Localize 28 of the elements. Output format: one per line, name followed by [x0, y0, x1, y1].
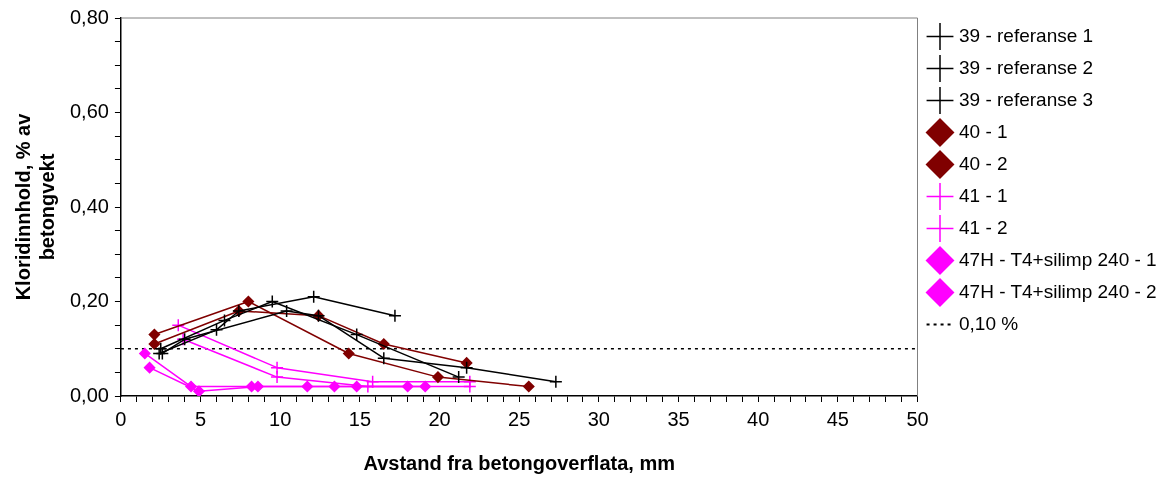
legend-label: 47H - T4+silimp 240 - 2: [959, 280, 1157, 302]
legend-label: 41 - 1: [959, 184, 1008, 206]
x-tick-label: 40: [747, 407, 770, 430]
x-tick-label: 30: [587, 407, 610, 430]
legend-label: 39 - referanse 1: [959, 24, 1094, 46]
y-axis-title: Kloridinnhold, % av betongvekt: [11, 112, 58, 301]
y-tick-label: 0,60: [69, 100, 109, 123]
y-tick-label: 0,00: [69, 383, 109, 406]
y-tick-label: 0,40: [69, 194, 109, 217]
x-tick-label: 25: [508, 407, 531, 430]
x-tick-label: 0: [115, 407, 127, 430]
x-tick-label: 35: [667, 407, 690, 430]
legend-label: 39 - referanse 2: [959, 56, 1094, 78]
legend-label: 41 - 2: [959, 216, 1008, 238]
x-tick-label: 5: [195, 407, 207, 430]
x-tick-label: 15: [348, 407, 372, 430]
x-tick-label: 10: [269, 407, 292, 430]
y-tick-label: 0,20: [69, 289, 109, 312]
legend-label: 39 - referanse 3: [959, 88, 1094, 110]
x-tick-label: 45: [826, 407, 849, 430]
legend-label: 47H - T4+silimp 240 - 1: [959, 248, 1157, 270]
y-tick-label: 0,80: [69, 5, 109, 28]
legend-label: 40 - 2: [959, 152, 1008, 174]
legend-label: 40 - 1: [959, 120, 1008, 142]
x-tick-label: 20: [428, 407, 451, 430]
x-tick-label: 50: [906, 407, 929, 430]
x-axis-title: Avstand fra betongoverflata, mm: [363, 451, 675, 474]
legend-label: 0,10 %: [959, 312, 1019, 334]
